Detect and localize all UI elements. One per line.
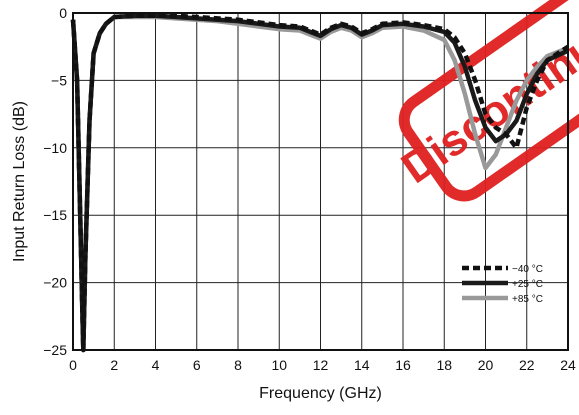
- series-layer: [70, 13, 570, 353]
- x-tick-label: 18: [436, 357, 452, 373]
- x-tick-label: 22: [519, 357, 535, 373]
- y-tick-label: −25: [43, 342, 67, 358]
- legend-label: −40 °C: [512, 264, 543, 275]
- y-axis-title: Input Return Loss (dB): [11, 101, 28, 262]
- x-tick-label: 8: [234, 357, 242, 373]
- stamp-border: [398, 0, 579, 202]
- y-tick-label: −20: [43, 275, 67, 291]
- x-tick-label: 2: [110, 357, 118, 373]
- y-tick-label: −15: [43, 207, 67, 223]
- tick-labels: 0 2 4 6 8 10 12 14 16 18 20 22 240−5−10−15−20−25: [43, 5, 576, 373]
- x-tick-label: 12: [313, 357, 329, 373]
- x-tick-label: 10: [271, 357, 287, 373]
- x-tick-label: 6: [193, 357, 201, 373]
- plot-frame: [72, 12, 569, 351]
- legend-label: +85 °C: [512, 294, 543, 305]
- x-axis-title: Frequency (GHz): [259, 385, 382, 402]
- series-line-0: [70, 13, 570, 353]
- legend: −40 °C +25 °C +85 °C: [462, 264, 543, 305]
- x-tick-label: 16: [395, 357, 411, 373]
- legend-label: +25 °C: [512, 279, 543, 290]
- x-tick-label: 14: [354, 357, 370, 373]
- y-tick-label: −5: [51, 72, 67, 88]
- y-tick-label: −10: [43, 140, 67, 156]
- y-tick-label: 0: [59, 5, 67, 21]
- x-tick-label: 0: [69, 357, 77, 373]
- x-tick-label: 24: [560, 357, 576, 373]
- x-tick-label: 20: [478, 357, 494, 373]
- x-tick-label: 4: [152, 357, 160, 373]
